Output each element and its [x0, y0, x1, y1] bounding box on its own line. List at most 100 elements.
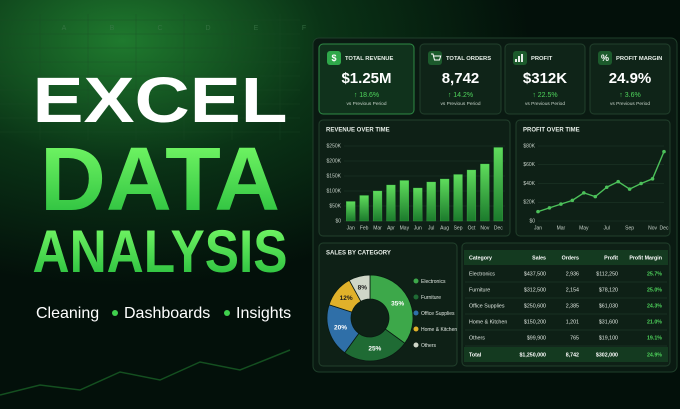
y-tick-label: $250K [327, 143, 342, 149]
hero-title: EXCEL [33, 64, 288, 136]
column-letter: B [110, 25, 115, 32]
kpi-value: $312K [523, 70, 567, 87]
bar [346, 201, 356, 222]
point [650, 177, 655, 181]
y-tick-label: $100K [327, 188, 342, 194]
slice-label: 8% [358, 285, 368, 292]
kpi-note: vs Previous Period [610, 101, 650, 107]
slice-label: 35% [391, 301, 404, 308]
table-panel [461, 242, 671, 367]
y-tick-label: $80K [523, 143, 535, 149]
bar [480, 163, 490, 222]
hero-bullet: Cleaning [36, 305, 99, 322]
x-tick-label: Dec [494, 225, 503, 231]
chart-panel [515, 119, 671, 237]
kpi-label: TOTAL REVENUE [345, 56, 393, 62]
kpi-icon [513, 51, 527, 65]
column-letter: A [62, 25, 67, 32]
bar [493, 147, 503, 222]
kpi-icon-text: $ [331, 53, 336, 63]
x-tick-label: Jul [604, 225, 610, 231]
point [639, 181, 643, 186]
chart-title: PROFIT OVER TIME [523, 128, 580, 134]
y-tick-label: $0 [529, 218, 535, 224]
table-cell: $250,600 [524, 303, 546, 309]
table-total: Total [469, 352, 482, 358]
table-cell: Furniture [469, 287, 490, 293]
point [662, 149, 666, 154]
kpi-change: ↑ 22.5% [532, 92, 557, 99]
bar [453, 174, 463, 222]
table-cell: $150,200 [524, 319, 546, 325]
table-cell: $19,100 [599, 335, 618, 341]
table-cell: Others [469, 335, 485, 341]
table-cell: Office Supplies [469, 303, 505, 309]
kpi-note: vs Previous Period [441, 101, 481, 107]
table-cell: $437,500 [524, 271, 546, 277]
y-tick-label: $60K [523, 162, 535, 168]
table-cell: 1,201 [566, 319, 579, 325]
kpi-icon [327, 51, 341, 65]
legend-label: Others [421, 343, 437, 349]
hero-bullet: Dashboards [124, 305, 210, 322]
x-tick-label: Jan [534, 225, 542, 231]
legend-swatch [413, 342, 419, 348]
x-tick-label: Jul [428, 225, 434, 231]
kpi-label: PROFIT MARGIN [616, 56, 662, 62]
table-cell: 2,385 [566, 303, 579, 309]
table-cell: $31,600 [599, 319, 618, 325]
table-cell: $61,030 [599, 303, 618, 309]
bar [413, 187, 423, 222]
table-header: Category [469, 255, 492, 261]
table-total-bg [464, 347, 668, 362]
legend-swatch [413, 326, 419, 332]
legend-label: Electronics [421, 279, 446, 285]
point [570, 198, 575, 203]
legend-swatch [413, 278, 419, 284]
legend-label: Furniture [421, 295, 441, 301]
bar-icon [515, 54, 523, 62]
slice-label: 25% [368, 345, 381, 352]
bar [372, 190, 383, 222]
kpi-card [318, 43, 415, 115]
x-tick-label: Mar [557, 225, 566, 231]
legend-swatch [413, 310, 419, 316]
y-tick-label: $200K [327, 158, 342, 164]
point [604, 185, 609, 190]
table-cell: 2,936 [566, 271, 579, 277]
table-total: $302,000 [596, 352, 618, 358]
y-tick-label: $40K [523, 181, 535, 187]
kpi-icon [598, 51, 612, 65]
kpi-value: $1.25M [341, 70, 391, 87]
bullet-dot [224, 310, 230, 316]
y-tick-label: $50K [329, 203, 341, 209]
table-header-bg [464, 250, 668, 265]
decor-line [0, 349, 291, 396]
table-cell: $78,120 [599, 287, 618, 293]
x-tick-label: Sep [625, 225, 634, 231]
hero-bullet: Insights [236, 305, 291, 322]
legend-label: Home & Kitchen [421, 327, 457, 333]
point [627, 187, 632, 191]
table-cell: 25.0% [647, 287, 662, 293]
point [593, 194, 598, 199]
x-tick-label: Aug [440, 225, 449, 231]
chart-title: REVENUE OVER TIME [326, 128, 390, 134]
x-tick-label: Nov [648, 225, 657, 231]
table-cell: 2,154 [566, 287, 579, 293]
table-cell: Electronics [469, 271, 495, 277]
bar [466, 169, 477, 222]
table-cell: 24.3% [647, 303, 662, 309]
kpi-change: ↑ 14.2% [448, 92, 473, 99]
point [616, 179, 620, 184]
table-cell: 21.0% [647, 319, 662, 325]
column-letter: D [205, 25, 210, 32]
line [537, 151, 665, 213]
table-cell: 25.7% [647, 271, 662, 277]
point [547, 206, 552, 210]
y-tick-label: $20K [523, 200, 535, 206]
cart-icon [431, 53, 442, 61]
hero-title: ANALYSIS [33, 218, 288, 285]
